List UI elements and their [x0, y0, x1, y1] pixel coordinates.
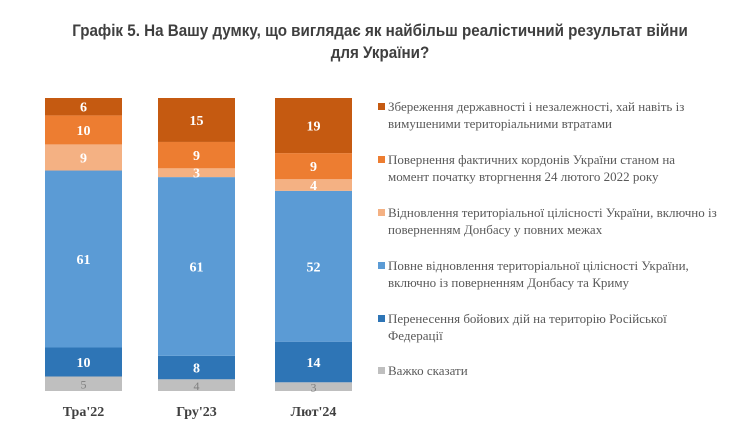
legend-swatch: [378, 367, 385, 374]
bar-segment: [45, 115, 122, 145]
data-label: 3: [193, 167, 200, 182]
bar-segment: [45, 170, 122, 348]
legend-item: Повернення фактичних кордонів України ст…: [378, 151, 718, 185]
data-label: 10: [77, 124, 91, 139]
data-label: 14: [307, 356, 321, 371]
stacked-bar-chart: 5 10 61 9 10 6 Тра'22 4 8 61 3 9 15 Гру'23 3 14 52 4 9 19 Лю…: [45, 98, 352, 420]
bar-segment: [45, 347, 122, 377]
bar-segment: [45, 144, 122, 171]
legend-item: Важко сказати: [378, 362, 718, 379]
legend-label: Важко сказати: [388, 363, 468, 378]
data-label: 10: [77, 356, 91, 371]
data-label: 52: [307, 260, 321, 275]
bar-segment: [158, 168, 235, 178]
data-label: 61: [190, 260, 204, 275]
data-label: 19: [307, 120, 321, 135]
legend-swatch: [378, 315, 385, 322]
category-label: Тра'22: [63, 405, 104, 420]
data-label: 5: [81, 378, 87, 392]
data-label: 61: [77, 253, 91, 268]
bar-segment: [158, 141, 235, 169]
legend-label: Повернення фактичних кордонів України ст…: [388, 152, 676, 184]
bar-segment: [275, 190, 352, 342]
bar-segment: [275, 179, 352, 191]
data-label: 6: [80, 101, 87, 116]
data-label: 4: [194, 379, 200, 393]
bar-segment: [275, 341, 352, 383]
legend-label: Перенесення бойових дій на територію Рос…: [388, 311, 667, 343]
legend-item: Збереження державності і незалежності, х…: [378, 98, 718, 132]
data-label: 4: [310, 179, 317, 194]
bar-segment: [158, 379, 235, 391]
legend-item: Перенесення бойових дій на територію Рос…: [378, 310, 718, 344]
legend-swatch: [378, 103, 385, 110]
legend-item: Відновлення територіальної цілісності Ук…: [378, 204, 718, 238]
data-label: 9: [80, 151, 87, 166]
legend-swatch: [378, 262, 385, 269]
data-label: 9: [310, 160, 317, 175]
category-label: Лют'24: [291, 405, 337, 420]
category-label: Гру'23: [176, 405, 217, 420]
legend-label: Повне відновлення територіальної цілісно…: [388, 258, 689, 290]
bar-segment: [158, 355, 235, 380]
legend-swatch: [378, 209, 385, 216]
data-label: 9: [193, 149, 200, 164]
bar-segment: [158, 177, 235, 356]
bar-segment: [45, 376, 122, 391]
bar-segment: [158, 98, 235, 142]
bar-segment: [275, 98, 352, 154]
legend-swatch: [378, 156, 385, 163]
legend-label: Відновлення територіальної цілісності Ук…: [388, 205, 717, 237]
data-label: 8: [193, 362, 200, 377]
bar-segment: [275, 382, 352, 391]
legend-item: Повне відновлення територіальної цілісно…: [378, 257, 718, 291]
bar-segment: [275, 153, 352, 180]
chart-title: Графік 5. На Вашу думку, що виглядає як …: [72, 22, 688, 62]
legend-label: Збереження державності і незалежності, х…: [388, 99, 685, 131]
data-label: 15: [190, 114, 204, 129]
bar-segment: [45, 98, 122, 116]
data-label: 3: [311, 381, 317, 395]
